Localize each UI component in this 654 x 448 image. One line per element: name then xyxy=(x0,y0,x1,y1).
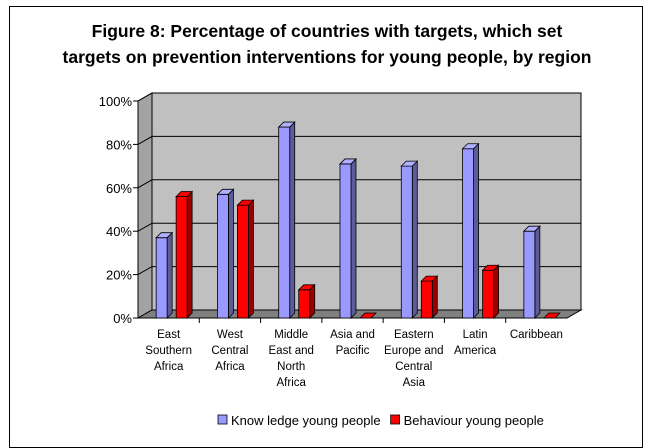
bar-behaviour xyxy=(237,204,249,319)
x-category-label: Africa xyxy=(277,377,307,389)
bar-top-knowledge xyxy=(461,143,480,150)
x-category-label: America xyxy=(454,345,497,357)
gridline xyxy=(137,92,581,102)
bar-side-knowledge xyxy=(473,142,479,319)
bar-top-behaviour xyxy=(420,275,439,282)
bar-top-behaviour xyxy=(481,264,500,271)
y-tick-label: 40% xyxy=(106,224,132,239)
bar-side-behaviour xyxy=(248,199,254,319)
bar-top-behaviour xyxy=(297,284,316,291)
x-category-label: Eastern xyxy=(394,329,434,341)
x-category-label: Pacific xyxy=(336,345,370,357)
legend-swatch-knowledge xyxy=(217,414,228,425)
y-tick-label: 0% xyxy=(113,311,132,326)
x-category-label: Africa xyxy=(154,361,184,373)
chart-title-line-2: targets on prevention interventions for … xyxy=(62,47,592,67)
gridline xyxy=(137,179,581,189)
bar-top-knowledge xyxy=(216,188,235,195)
bar-top-behaviour xyxy=(175,191,194,197)
bar-side-behaviour xyxy=(431,275,438,319)
side-wall xyxy=(137,92,153,319)
y-tick-label: 80% xyxy=(106,137,132,152)
bar-knowledge xyxy=(523,230,536,319)
bar-side-behaviour xyxy=(186,190,193,319)
bar-knowledge xyxy=(339,163,352,319)
bar-behaviour xyxy=(482,269,494,319)
legend-swatch-behaviour xyxy=(390,414,401,425)
y-tick-label: 20% xyxy=(106,268,132,283)
bar-knowledge xyxy=(400,165,413,319)
x-category-label: East and xyxy=(269,345,314,357)
x-category-label: Africa xyxy=(215,361,245,373)
bar-knowledge xyxy=(462,148,474,319)
bar-side-knowledge xyxy=(166,231,173,319)
x-category-label: Asia and xyxy=(330,329,375,341)
x-category-label: Southern xyxy=(145,345,192,357)
bar-behaviour xyxy=(175,196,188,319)
gridline xyxy=(137,135,581,145)
chart-title-line-1: Figure 8: Percentage of countries with t… xyxy=(91,21,563,41)
chart-title: Figure 8: Percentage of countries with t… xyxy=(0,18,654,70)
bar-side-knowledge xyxy=(228,188,234,319)
x-category-label: Central xyxy=(395,361,432,373)
bar-top-behaviour xyxy=(542,312,561,319)
x-category-label: Europe and xyxy=(384,345,443,357)
x-category-label: Latin xyxy=(463,329,488,341)
bar-knowledge xyxy=(155,237,168,319)
x-category-label: North xyxy=(277,361,305,373)
bar-side-knowledge xyxy=(350,157,357,319)
bar-top-behaviour xyxy=(236,199,255,206)
x-category-label: Central xyxy=(211,345,248,357)
bar-behaviour xyxy=(420,280,433,319)
bar-top-knowledge xyxy=(277,121,296,128)
bar-side-knowledge xyxy=(411,160,418,319)
legend-label-knowledge: Know ledge young people xyxy=(231,413,381,428)
x-category-label: East xyxy=(157,329,181,341)
bar-top-knowledge xyxy=(339,158,357,165)
bar-top-knowledge xyxy=(155,232,174,239)
x-category-label: Caribbean xyxy=(510,329,563,341)
x-category-label: Middle xyxy=(274,329,308,341)
bar-knowledge xyxy=(278,126,291,319)
bar-chart: 0% 20% 40% 60% 80% 100% East Southern Africa West… xyxy=(99,92,583,428)
legend-label-behaviour: Behaviour young people xyxy=(404,413,544,428)
y-tick-label: 100% xyxy=(99,94,133,109)
gridline xyxy=(137,222,581,232)
x-category-label: West xyxy=(217,329,244,341)
bar-side-knowledge xyxy=(534,225,541,319)
bar-top-knowledge xyxy=(400,160,419,167)
y-tick-label: 60% xyxy=(106,181,132,196)
bar-knowledge xyxy=(217,193,229,319)
bar-side-behaviour xyxy=(309,283,316,319)
bar-top-knowledge xyxy=(522,225,541,232)
x-category-label: Asia xyxy=(403,377,426,389)
bar-behaviour xyxy=(298,289,311,319)
floor xyxy=(136,309,583,319)
back-wall xyxy=(151,92,582,311)
bar-top-behaviour xyxy=(359,312,377,319)
bar-side-behaviour xyxy=(493,264,499,319)
gridline xyxy=(137,266,581,276)
bar-side-knowledge xyxy=(289,121,296,319)
